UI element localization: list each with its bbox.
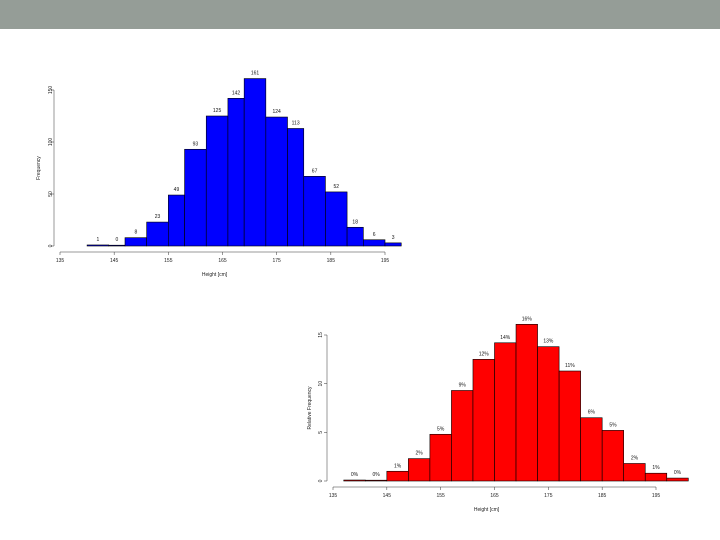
x-tick-label: 155 xyxy=(436,493,445,499)
x-tick-label: 175 xyxy=(544,493,553,499)
histogram-bar xyxy=(644,472,668,482)
bar-value-label: 1 xyxy=(97,237,100,243)
bar-value-label: 12% xyxy=(479,351,490,357)
x-axis-label: Height [cm] xyxy=(474,507,500,513)
histogram-bar xyxy=(429,433,452,482)
bar-value-label: 2% xyxy=(631,455,639,461)
bar-value-label: 113 xyxy=(292,120,300,126)
x-tick-label: 135 xyxy=(56,258,65,264)
x-tick-label: 165 xyxy=(218,258,227,264)
histogram-bar xyxy=(580,417,603,482)
histogram-bar xyxy=(666,477,689,482)
bar-value-label: 0% xyxy=(674,470,682,476)
y-tick-label: 0 xyxy=(48,244,54,247)
x-tick-label: 185 xyxy=(327,258,336,264)
x-tick-label: 175 xyxy=(272,258,281,264)
x-tick-label: 195 xyxy=(381,258,390,264)
bar-value-label: 93 xyxy=(193,141,199,147)
y-tick-label: 150 xyxy=(48,86,54,95)
histogram-bar xyxy=(227,98,245,247)
histogram-bar xyxy=(265,116,288,247)
x-tick-label: 135 xyxy=(329,493,338,499)
histogram-bar xyxy=(601,430,625,482)
y-tick-label: 0 xyxy=(318,479,324,482)
histogram-bar xyxy=(515,323,538,482)
bar-value-label: 6 xyxy=(373,232,376,238)
bar-value-label: 14% xyxy=(500,335,511,341)
bar-value-label: 23 xyxy=(155,214,161,220)
histogram-bar xyxy=(364,479,388,482)
histogram-bar xyxy=(384,242,402,247)
histogram-bar xyxy=(408,458,431,482)
histogram-bar xyxy=(343,479,366,482)
histogram-bar xyxy=(363,239,386,247)
top-header-bar xyxy=(0,0,720,29)
histogram-bar xyxy=(537,346,560,482)
histogram-bar xyxy=(325,191,348,247)
x-tick-label: 155 xyxy=(164,258,173,264)
histogram-bar xyxy=(287,128,305,247)
y-tick-label: 100 xyxy=(48,138,54,147)
y-tick-label: 15 xyxy=(318,332,324,338)
x-axis-label: Height [cm] xyxy=(202,272,228,278)
x-tick-label: 195 xyxy=(652,493,661,499)
x-tick-label: 165 xyxy=(490,493,499,499)
y-tick-label: 10 xyxy=(318,381,324,387)
histogram-bar xyxy=(386,470,409,482)
histogram-bar xyxy=(623,463,646,482)
bar-value-label: 142 xyxy=(232,90,241,96)
bar-value-label: 124 xyxy=(272,109,281,115)
bar-value-label: 11% xyxy=(565,363,575,369)
bar-value-label: 52 xyxy=(333,184,339,190)
bar-value-label: 2% xyxy=(416,451,424,457)
bar-value-label: 0 xyxy=(115,237,118,243)
bar-value-label: 8 xyxy=(134,230,137,236)
histogram-bar xyxy=(205,115,229,247)
histogram-bar xyxy=(184,148,207,247)
histogram-bar xyxy=(451,390,474,482)
bar-value-label: 3 xyxy=(392,235,395,241)
histogram-bar xyxy=(494,342,517,482)
y-tick-label: 5 xyxy=(318,431,324,434)
bar-value-label: 5% xyxy=(609,422,617,428)
bar-value-label: 9% xyxy=(459,382,467,388)
bar-value-label: 16% xyxy=(522,316,533,322)
bar-value-label: 5% xyxy=(437,426,445,432)
relative-frequency-histogram: 0% 0% 1% 2% 5% 9% 12% 14% 16% 13% 11% 6% 5% 2% 1% 0% 135… xyxy=(307,316,689,513)
bar-value-label: 0% xyxy=(351,472,359,478)
histogram-bar xyxy=(168,194,185,247)
x-tick-label: 185 xyxy=(598,493,607,499)
histogram-bar xyxy=(243,78,267,247)
histogram-bar xyxy=(558,370,581,482)
histogram-bar xyxy=(146,221,169,247)
frequency-histogram: 1 0 8 23 49 93 125 142 161 124 113 67 52 18 6 3 135 145 15… xyxy=(36,71,402,278)
histogram-bar xyxy=(124,237,147,247)
bar-value-label: 1% xyxy=(652,465,660,471)
bar-value-label: 18 xyxy=(352,219,358,225)
bar-value-label: 161 xyxy=(251,71,260,77)
histogram-bar xyxy=(108,244,126,247)
x-tick-label: 145 xyxy=(110,258,119,264)
bar-value-label: 0% xyxy=(372,472,380,478)
histogram-bar xyxy=(346,226,364,247)
bar-value-label: 1% xyxy=(394,463,402,469)
y-axis-label: Relative Frequency xyxy=(307,386,313,430)
x-tick-label: 145 xyxy=(383,493,392,499)
bar-value-label: 67 xyxy=(312,168,318,174)
bar-value-label: 49 xyxy=(174,187,180,193)
y-axis-label: Frequency xyxy=(36,156,42,180)
histogram-bar xyxy=(86,244,110,247)
y-tick-label: 50 xyxy=(48,191,54,197)
histogram-bar xyxy=(472,359,495,482)
bar-value-label: 13% xyxy=(543,339,554,345)
bar-value-label: 125 xyxy=(213,108,222,114)
bar-value-label: 6% xyxy=(588,410,596,416)
histogram-bar xyxy=(303,176,326,247)
